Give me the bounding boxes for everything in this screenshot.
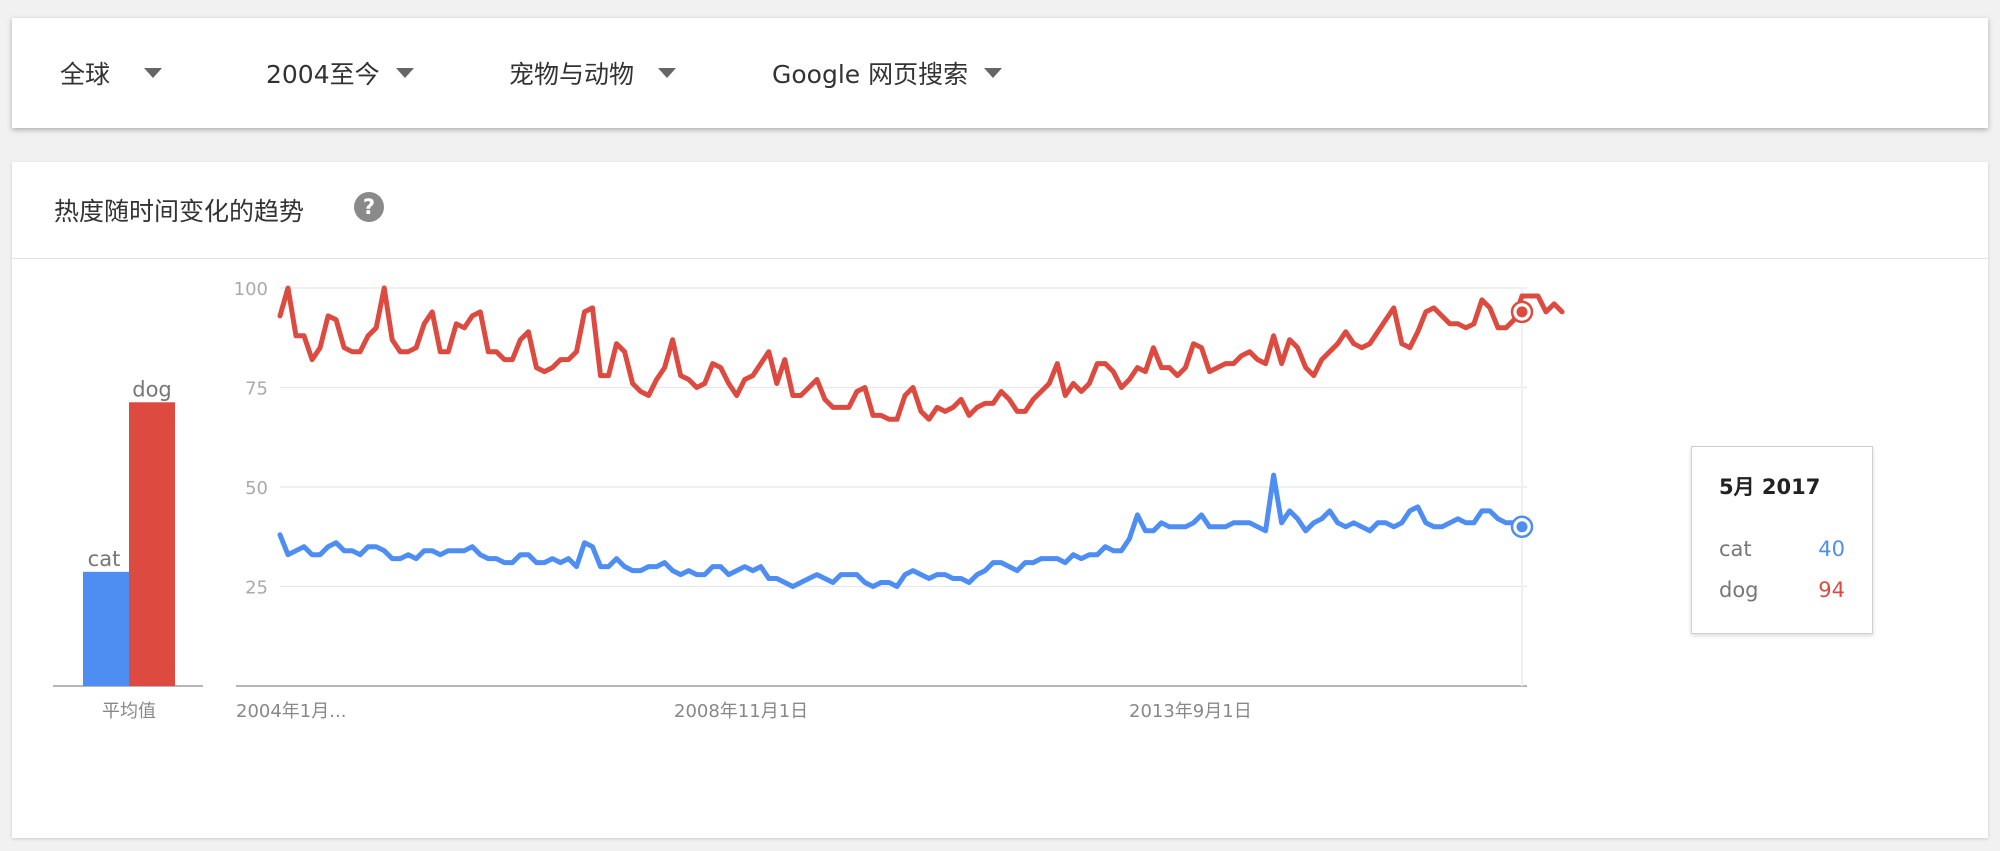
hover-point-cat bbox=[1516, 521, 1528, 533]
chevron-down-icon bbox=[395, 68, 414, 78]
tooltip-series-value: 94 bbox=[1818, 578, 1845, 602]
search-type-dropdown-label: Google 网页搜索 bbox=[772, 60, 969, 89]
hover-point-dog bbox=[1516, 306, 1528, 318]
avg-bar-cat bbox=[83, 571, 129, 686]
category-dropdown-label: 宠物与动物 bbox=[509, 60, 635, 89]
tooltip-series-name: cat bbox=[1719, 537, 1752, 561]
avg-xlabel: 平均值 bbox=[102, 701, 156, 722]
series-line-dog bbox=[277, 285, 1565, 422]
avg-bar-label-cat: cat bbox=[88, 547, 121, 571]
avg-bar-label-dog: dog bbox=[132, 377, 172, 401]
category-dropdown[interactable]: 宠物与动物 bbox=[509, 18, 677, 128]
time-range-dropdown-label: 2004至今 bbox=[266, 60, 380, 89]
x-tick-label: 2008年11月1日 bbox=[674, 701, 808, 722]
y-tick-label-100: 100 bbox=[234, 279, 268, 300]
help-icon[interactable]: ? bbox=[354, 192, 384, 222]
avg-bar-dog bbox=[129, 402, 175, 686]
tooltip-series-value: 40 bbox=[1818, 537, 1845, 561]
interest-over-time-card: 热度随时间变化的趋势 ? cat dog 平均值 25 50 75 100 2004年1月..… bbox=[12, 162, 1988, 838]
card-header: 热度随时间变化的趋势 ? bbox=[12, 162, 1988, 259]
search-type-dropdown[interactable]: Google 网页搜索 bbox=[772, 18, 1003, 128]
region-dropdown-label: 全球 bbox=[60, 60, 111, 89]
time-range-dropdown[interactable]: 2004至今 bbox=[266, 18, 414, 128]
chevron-down-icon bbox=[144, 68, 163, 78]
filter-bar: 全球 2004至今 宠物与动物 Google 网页搜索 bbox=[12, 18, 1988, 128]
card-title: 热度随时间变化的趋势 bbox=[54, 197, 305, 226]
chevron-down-icon bbox=[658, 68, 677, 78]
trend-chart: cat dog 平均值 25 50 75 100 2004年1月... 2008年11月1日 20… bbox=[53, 279, 1565, 722]
x-tick-label: 2004年1月... bbox=[236, 701, 346, 722]
chart-tooltip: 5月 2017 cat 40 dog 94 bbox=[1691, 446, 1873, 634]
series-line-cat bbox=[277, 472, 1525, 589]
x-tick-label: 2013年9月1日 bbox=[1129, 701, 1252, 722]
y-tick-label-50: 50 bbox=[245, 478, 268, 499]
tooltip-series-name: dog bbox=[1719, 578, 1759, 602]
y-tick-label-75: 75 bbox=[245, 379, 268, 400]
tooltip-row-dog: dog 94 bbox=[1719, 578, 1845, 608]
tooltip-date: 5月 2017 bbox=[1719, 475, 1821, 499]
tooltip-row-cat: cat 40 bbox=[1719, 537, 1845, 567]
y-tick-label-25: 25 bbox=[245, 578, 268, 599]
region-dropdown[interactable]: 全球 bbox=[60, 18, 163, 128]
chevron-down-icon bbox=[984, 68, 1003, 78]
